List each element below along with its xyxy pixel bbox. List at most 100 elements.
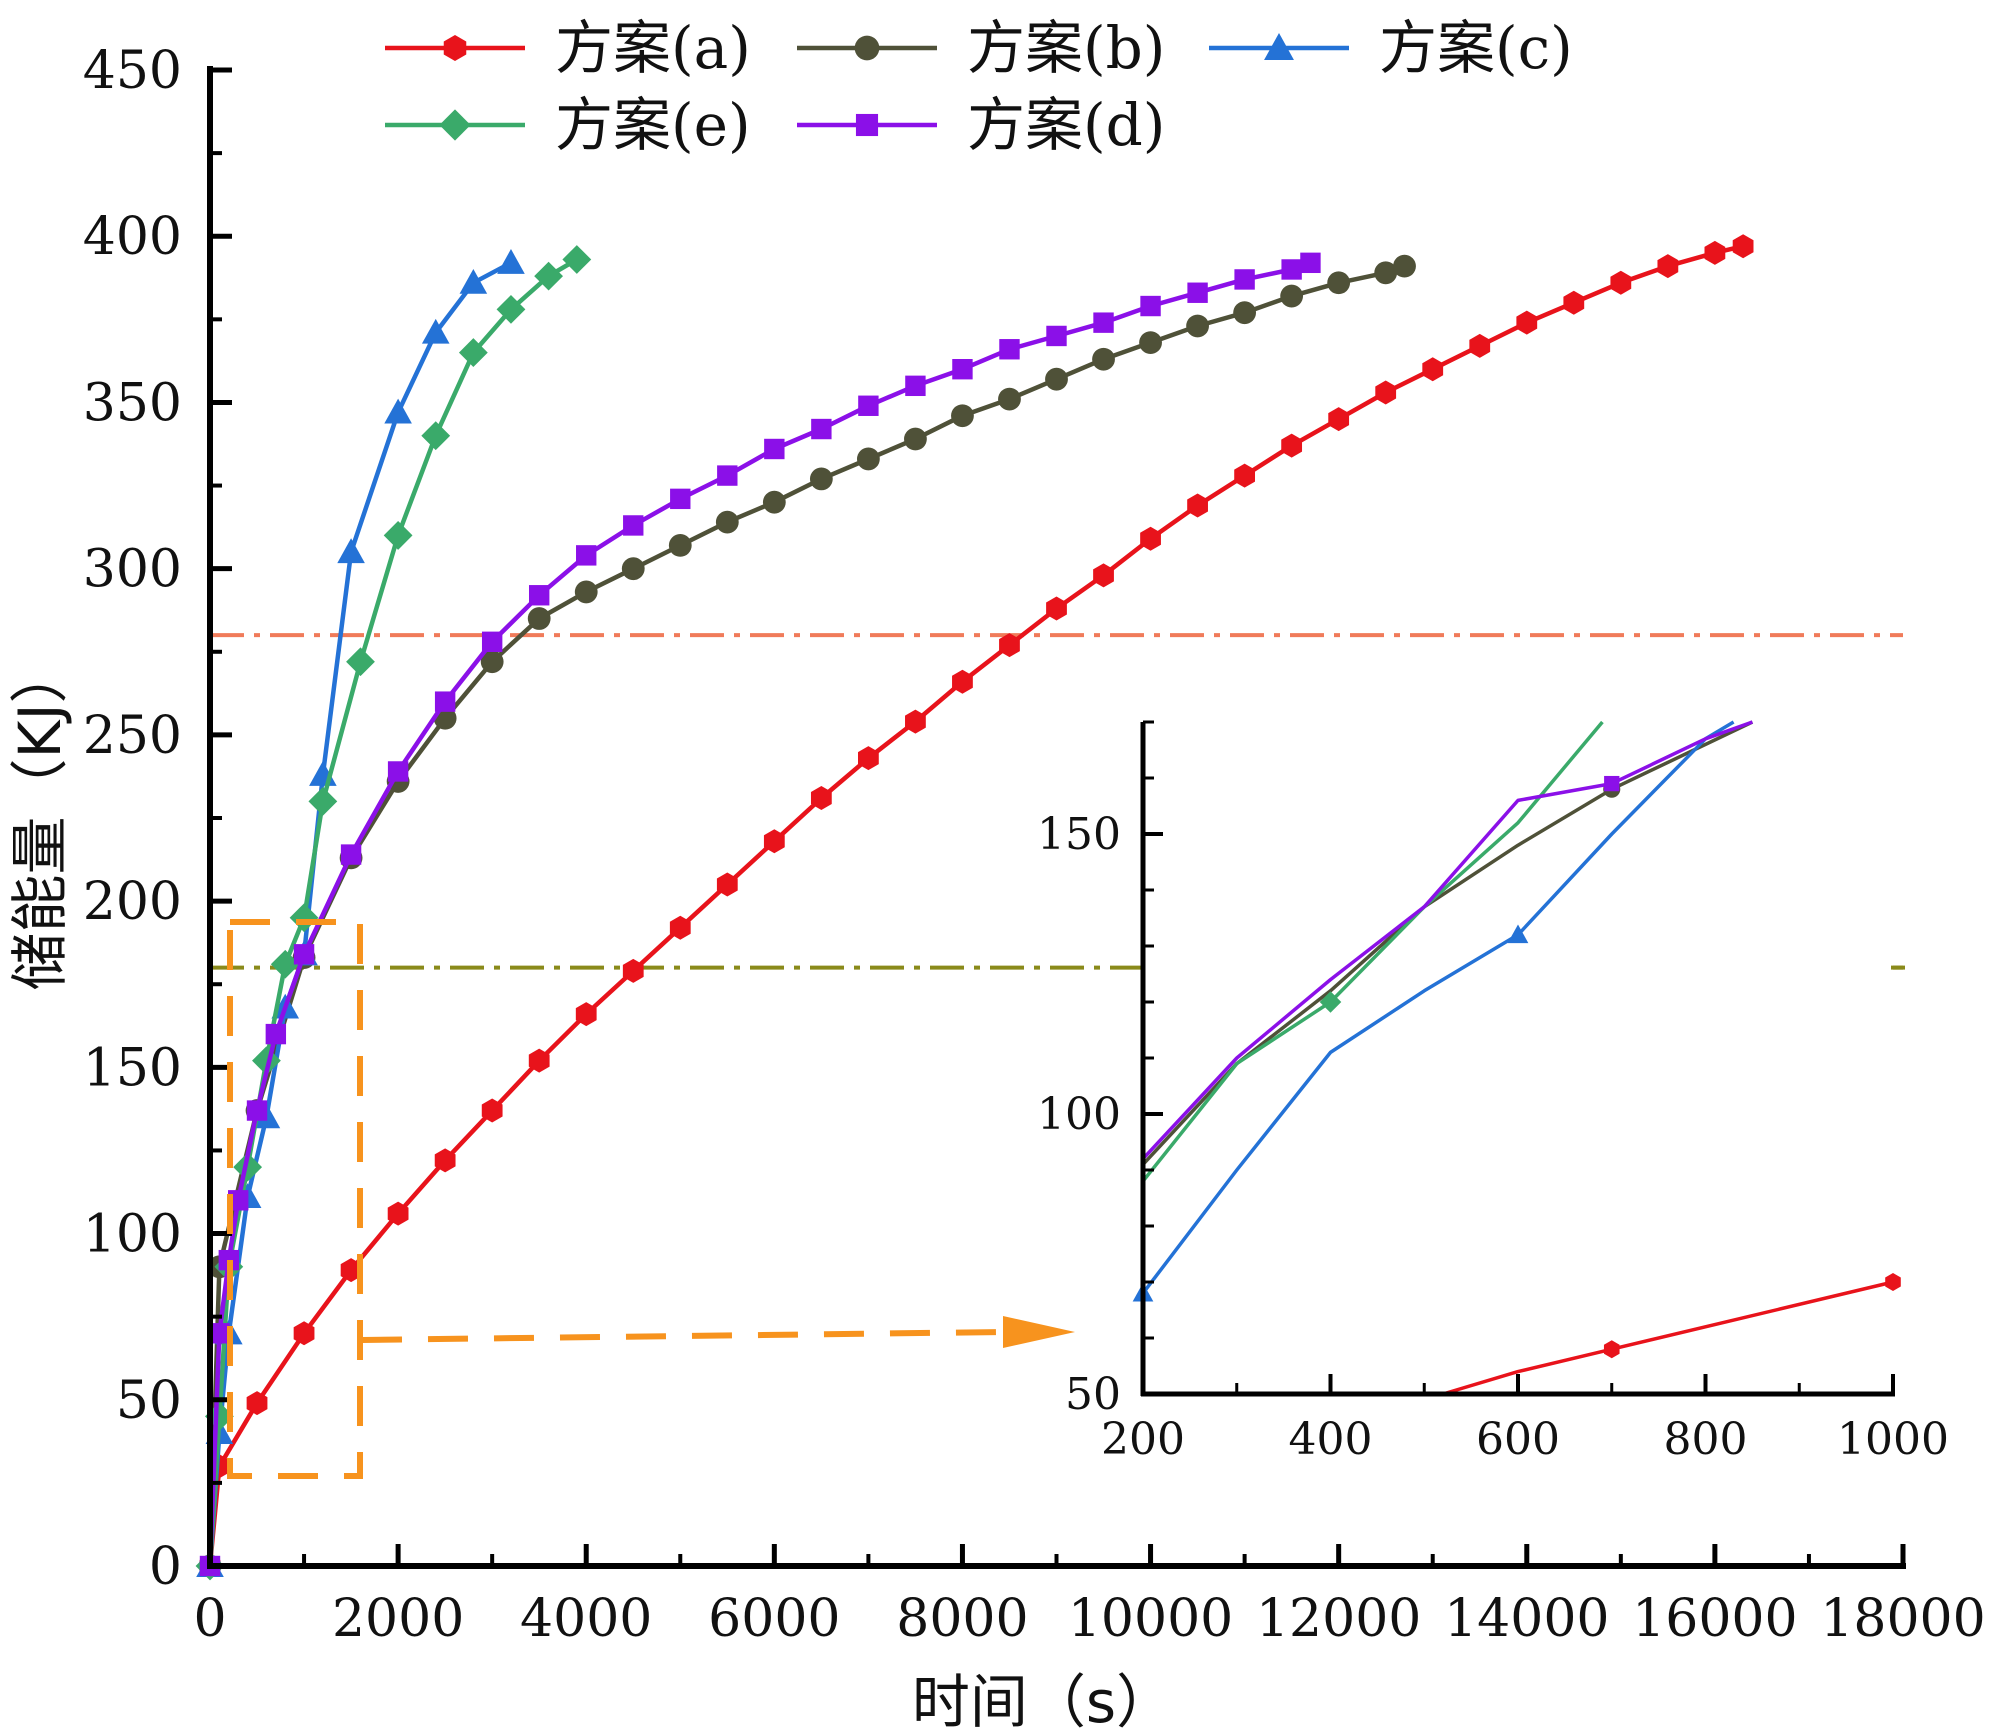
data-point-b xyxy=(1327,271,1351,295)
data-point-d xyxy=(481,631,503,653)
data-point-a xyxy=(1187,493,1208,518)
data-point-e xyxy=(270,949,300,979)
data-point-e xyxy=(562,245,592,274)
legend-label-e: 方案(e) xyxy=(555,91,751,159)
data-point-b xyxy=(1092,347,1115,371)
legend-item-c: 方案(c) xyxy=(1209,14,1573,82)
data-point-d xyxy=(1093,312,1114,333)
y-tick-label: 300 xyxy=(83,540,182,600)
x-tick-label: 4000 xyxy=(520,1589,652,1649)
data-point-c xyxy=(337,538,365,564)
data-point-e xyxy=(346,647,375,677)
data-point-b xyxy=(1233,301,1257,325)
data-point-e xyxy=(308,786,338,816)
legend-item-a: 方案(a) xyxy=(385,14,751,82)
data-point-a xyxy=(481,1098,503,1123)
data-point-a xyxy=(434,1148,456,1173)
data-point-d xyxy=(1234,269,1255,290)
inset-y-tick-label: 150 xyxy=(1037,809,1121,860)
x-tick-label: 16000 xyxy=(1632,1589,1797,1649)
data-point-a xyxy=(905,709,926,734)
data-point-d xyxy=(228,1190,249,1211)
data-point-e xyxy=(421,421,451,451)
inset-series-e xyxy=(1141,720,1604,1183)
inset-data-point-c xyxy=(1507,924,1529,944)
data-point-a xyxy=(999,633,1020,658)
inset-series-a xyxy=(1442,1273,1901,1396)
data-point-a xyxy=(857,746,879,771)
data-point-d xyxy=(999,339,1020,360)
data-point-b xyxy=(1374,261,1398,285)
inset-x-tick-label: 1000 xyxy=(1837,1414,1949,1465)
data-point-a xyxy=(246,1391,268,1416)
data-point-d xyxy=(293,944,315,965)
series-d xyxy=(199,252,1321,1577)
data-point-b xyxy=(621,557,645,581)
data-point-b xyxy=(809,467,833,491)
data-point-e xyxy=(458,338,488,367)
data-point-a xyxy=(528,1048,550,1073)
data-point-b xyxy=(527,607,551,630)
data-point-a xyxy=(1422,357,1444,382)
data-point-b xyxy=(1139,331,1162,355)
data-point-a xyxy=(340,1258,362,1283)
data-point-b xyxy=(856,447,880,471)
data-point-d xyxy=(1187,282,1208,303)
legend-marker-c xyxy=(1264,33,1294,60)
legend-marker-d xyxy=(855,113,879,137)
legend-marker-b xyxy=(854,35,880,61)
data-point-a xyxy=(763,829,785,854)
data-point-d xyxy=(387,761,409,782)
zoom-arrow-head xyxy=(1003,1316,1075,1348)
data-point-a xyxy=(952,669,973,694)
data-point-b xyxy=(668,533,692,557)
data-point-c xyxy=(421,318,450,344)
legend-item-b: 方案(b) xyxy=(797,14,1165,82)
inset-series-line-c xyxy=(1141,720,1735,1295)
inset-background xyxy=(1143,722,1893,1394)
inset-chart: 200 400 600 800 1000 50 100 150 xyxy=(1037,720,1949,1465)
data-point-e xyxy=(252,1046,281,1076)
data-point-a xyxy=(1657,254,1679,279)
inset-data-point-e xyxy=(1319,991,1342,1013)
y-tick-label: 50 xyxy=(116,1371,182,1431)
y-tick-label: 0 xyxy=(149,1537,182,1597)
inset-y-tick-label: 100 xyxy=(1037,1089,1121,1140)
series-line-c xyxy=(207,260,513,1567)
x-tick-label: 0 xyxy=(193,1589,226,1649)
series-e xyxy=(195,245,592,1581)
data-point-a xyxy=(669,915,691,940)
data-point-a xyxy=(622,958,644,983)
data-point-a xyxy=(575,1002,597,1027)
inset-axes: 200 400 600 800 1000 50 100 150 xyxy=(1037,720,1949,1465)
data-point-b xyxy=(715,510,739,534)
zoom-region-box xyxy=(227,919,363,1479)
data-point-a xyxy=(1563,290,1585,315)
data-point-d xyxy=(717,465,738,486)
data-point-a xyxy=(1234,463,1256,488)
inset-series-line-e xyxy=(1141,720,1604,1183)
legend-label-a: 方案(a) xyxy=(555,14,751,82)
inset-series-d xyxy=(1141,720,1753,1160)
data-point-a xyxy=(293,1321,315,1346)
data-point-d xyxy=(209,1323,230,1344)
data-point-a xyxy=(1704,240,1726,265)
data-point-d xyxy=(340,844,362,865)
y-tick-label: 400 xyxy=(83,207,182,267)
legend-marker-e xyxy=(439,109,471,141)
y-tick-label: 250 xyxy=(83,706,182,766)
series-c xyxy=(196,249,525,1578)
legend-item-e: 方案(e) xyxy=(385,91,751,159)
data-point-a xyxy=(1732,234,1754,259)
x-tick-label: 10000 xyxy=(1068,1589,1233,1649)
data-point-d xyxy=(811,418,832,440)
inset-x-tick-label: 600 xyxy=(1476,1414,1560,1465)
x-axis-title: 时间（s） xyxy=(912,1668,1174,1732)
data-point-d xyxy=(1281,259,1302,280)
data-point-a xyxy=(1140,526,1161,551)
data-point-a xyxy=(1375,380,1397,405)
x-tick-label: 8000 xyxy=(896,1589,1028,1649)
series-line-b xyxy=(207,263,1406,1567)
data-point-d xyxy=(952,359,973,380)
